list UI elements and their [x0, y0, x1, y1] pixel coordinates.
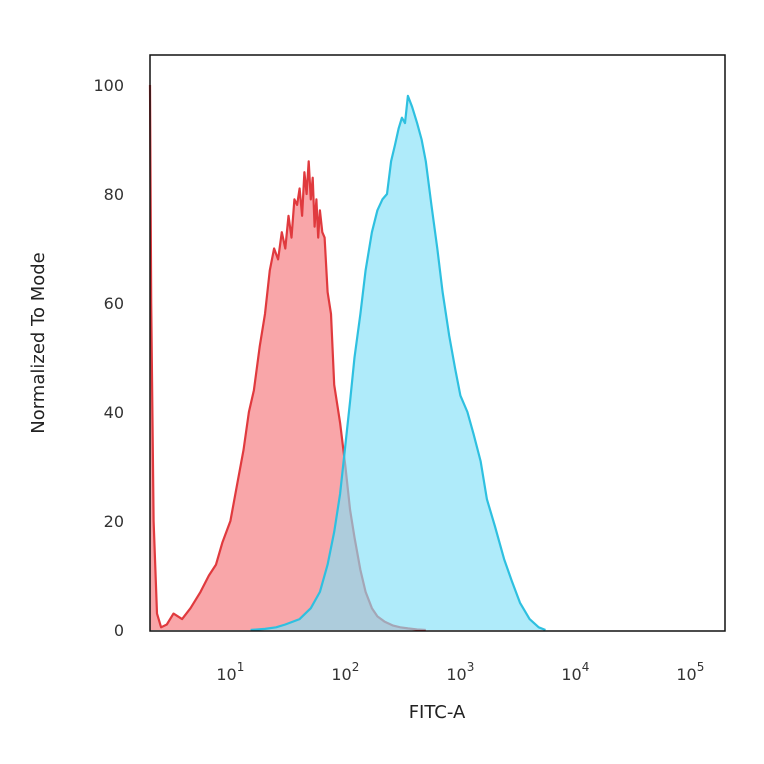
x-tick-label: 102	[331, 660, 359, 684]
series-2-area	[250, 95, 546, 630]
y-tick-label: 100	[93, 76, 124, 95]
x-tick-label: 103	[446, 660, 474, 684]
series-1-area	[150, 85, 426, 630]
series-2-line	[250, 94, 546, 632]
x-tick-label: 101	[216, 660, 244, 684]
y-axis-title: Normalized To Mode	[28, 252, 49, 434]
y-tick-label: 20	[104, 512, 124, 531]
y-tick-label: 80	[104, 185, 124, 204]
y-tick-label: 0	[114, 621, 124, 640]
y-tick-label: 40	[104, 403, 124, 422]
y-tick-label: 60	[104, 294, 124, 313]
x-tick-label: 104	[561, 660, 589, 684]
plot-frame	[149, 54, 726, 632]
series-layer	[148, 84, 546, 632]
x-axis-title: FITC-A	[409, 702, 466, 723]
y-axis: 0 20 40 60 80 100	[93, 76, 124, 640]
x-axis: 101 102 103 104 105	[216, 660, 704, 684]
x-tick-label: 105	[676, 660, 704, 684]
